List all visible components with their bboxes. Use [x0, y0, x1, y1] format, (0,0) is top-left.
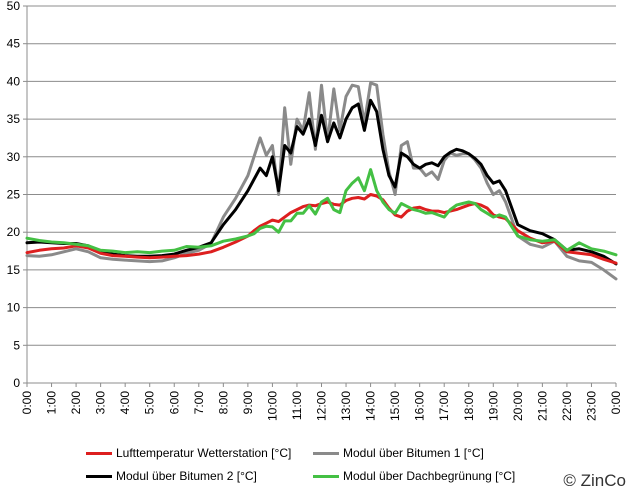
y-tick-label: 50 — [7, 0, 21, 13]
y-tick-label: 30 — [7, 150, 21, 164]
x-tick-label: 16:00 — [413, 391, 427, 421]
x-tick-label: 21:00 — [535, 391, 549, 421]
grid-lines — [27, 5, 616, 346]
x-tick-label: 0:00 — [20, 391, 34, 415]
x-tick-label: 13:00 — [339, 391, 353, 421]
x-tick-label: 20:00 — [511, 391, 525, 421]
y-tick-label: 45 — [7, 37, 21, 51]
series-line-modul-ber-dachbegr-nung-c — [25, 168, 618, 257]
x-tick-label: 6:00 — [167, 391, 181, 415]
x-tick-label: 7:00 — [192, 391, 206, 415]
y-tick-label: 20 — [7, 225, 21, 239]
x-tick-label: 12:00 — [315, 391, 329, 421]
x-tick-label: 11:00 — [290, 391, 304, 420]
y-tick-label: 15 — [7, 263, 21, 277]
x-tick-label: 10:00 — [265, 391, 279, 421]
y-tick-label: 35 — [7, 112, 21, 126]
x-tick-label: 3:00 — [94, 391, 108, 415]
series-lines — [25, 81, 618, 281]
y-tick-label: 25 — [7, 188, 21, 202]
series-line-lufttemperatur-wetterstation-c — [25, 193, 618, 265]
x-tick-label: 0:00 — [609, 391, 623, 415]
x-tick-labels: 0:00 1:00 2:00 3:00 4:00 5:00 6:00 7:00 8:00 9:00… — [20, 391, 623, 421]
copyright-notice: © ZinCo — [563, 471, 626, 490]
x-tick-label: 19:00 — [486, 391, 500, 421]
x-tick-label: 8:00 — [216, 391, 230, 415]
x-tick-label: 23:00 — [584, 391, 598, 421]
y-tick-label: 40 — [7, 74, 21, 88]
x-tick-label: 1:00 — [45, 391, 59, 415]
axes — [23, 5, 617, 387]
y-tick-label: 10 — [7, 301, 21, 315]
x-tick-label: 4:00 — [118, 391, 132, 415]
x-tick-label: 18:00 — [462, 391, 476, 421]
x-tick-label: 9:00 — [241, 391, 255, 415]
series-line-modul-ber-bitumen-2-c — [25, 98, 618, 266]
series-line-modul-ber-bitumen-1-c — [25, 81, 618, 281]
y-tick-label: 0 — [13, 376, 20, 390]
x-tick-label: 2:00 — [69, 391, 83, 415]
x-tick-label: 5:00 — [143, 391, 157, 415]
y-tick-label: 5 — [13, 338, 20, 352]
x-tick-label: 15:00 — [388, 391, 402, 421]
y-tick-labels: 0 5 10 15 20 25 30 35 40 45 50 — [7, 0, 21, 390]
x-tick-label: 14:00 — [364, 391, 378, 421]
x-tick-label: 22:00 — [560, 391, 574, 421]
x-tick-label: 17:00 — [437, 391, 451, 421]
